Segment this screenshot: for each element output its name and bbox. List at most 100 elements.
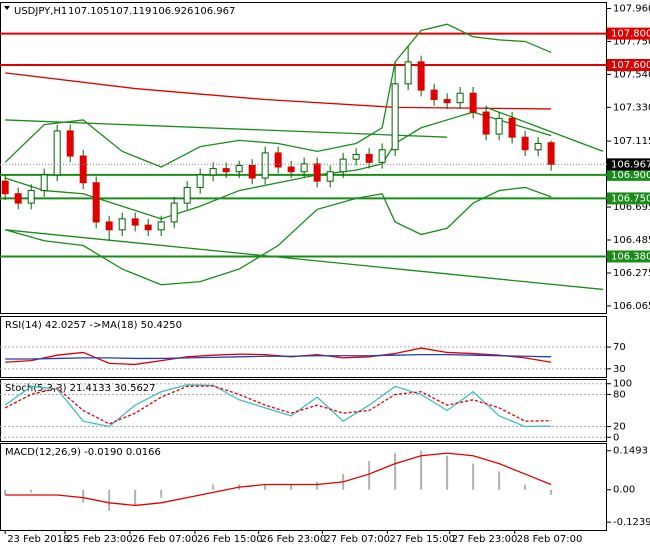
- candle-body: [248, 164, 256, 179]
- candle-body: [508, 117, 516, 138]
- indicator-line: [5, 119, 448, 138]
- panel-title: MACD(12,26,9) -0.0190 0.0166: [5, 447, 161, 458]
- quote-value: 107.119: [110, 6, 151, 17]
- menu-arrow: [4, 6, 10, 10]
- indicator-line: [4, 385, 552, 425]
- level-label: 106.900: [611, 170, 650, 181]
- y-tick-label: 107.750: [613, 36, 650, 47]
- candle-body: [482, 111, 490, 135]
- panel-title: USDJPY,H1: [14, 6, 67, 17]
- last-price-label: 106.967: [611, 159, 650, 170]
- y-tick-label: 106.485: [613, 235, 650, 246]
- level-label-box: [607, 59, 650, 71]
- y-tick-label: 106.065: [613, 301, 650, 312]
- x-tick-label: 25 Feb 23:00: [67, 534, 133, 545]
- y-tick-label: 80: [613, 389, 626, 400]
- level-label: 106.380: [611, 251, 650, 262]
- candle-body: [66, 130, 74, 157]
- x-tick-label: 27 Feb 15:00: [389, 534, 455, 545]
- level-label-box: [607, 192, 650, 205]
- indicator-line: [4, 384, 552, 428]
- y-tick-label: 107.115: [613, 136, 650, 147]
- candle-body: [118, 218, 126, 231]
- candle-body: [287, 166, 295, 173]
- candle-body: [196, 174, 204, 188]
- level-label: 106.750: [611, 193, 650, 204]
- candle-body: [40, 174, 48, 192]
- candle-body: [27, 190, 35, 204]
- y-tick-label: 0.1493: [613, 446, 648, 457]
- indicator-line: [4, 23, 552, 168]
- candle-body: [79, 155, 87, 184]
- level-label: 107.800: [611, 29, 650, 40]
- candle-body: [521, 136, 529, 151]
- x-tick-label: 26 Feb 15:00: [197, 534, 263, 545]
- indicator-line: [4, 111, 552, 220]
- indicator-line: [5, 229, 604, 291]
- candle-body: [274, 152, 282, 168]
- candle-body: [131, 218, 139, 226]
- macd-panel: [0, 443, 607, 531]
- y-tick-label: 70: [613, 342, 626, 353]
- y-tick-label: 107.330: [613, 102, 650, 113]
- last-price-box: [607, 158, 650, 171]
- candle-body: [391, 83, 399, 151]
- candle-body: [222, 168, 230, 173]
- main-panel: [0, 2, 607, 314]
- indicator-line: [5, 452, 552, 507]
- candle-body: [443, 99, 451, 104]
- candle-body: [326, 171, 334, 182]
- y-tick-label: 107.960: [613, 3, 650, 14]
- level-label-box: [607, 250, 650, 263]
- level-label: 107.600: [611, 60, 650, 71]
- candle-body: [183, 186, 191, 204]
- x-tick-label: 28 Feb 07:00: [517, 534, 583, 545]
- y-tick-label: 107.540: [613, 69, 650, 80]
- x-tick-label: 27 Feb 07:00: [324, 534, 390, 545]
- x-tick-label: 27 Feb 23:00: [452, 534, 518, 545]
- candle-body: [261, 152, 269, 179]
- candle-body: [534, 142, 542, 151]
- candle-body: [1, 180, 9, 195]
- panel-title: RSI(14) 42.0257 ->MA(18) 50.4250: [5, 320, 182, 331]
- y-tick-label: 106.695: [613, 202, 650, 213]
- y-tick-label: 100: [613, 379, 632, 390]
- candle-body: [339, 158, 347, 173]
- candle-body: [378, 149, 386, 163]
- candle-body: [417, 61, 425, 91]
- level-label-box: [607, 27, 650, 40]
- y-tick-label: 0: [613, 432, 619, 443]
- candle-body: [547, 142, 555, 165]
- y-tick-label: 106.275: [613, 268, 650, 279]
- candle-body: [144, 224, 152, 231]
- candle-body: [430, 89, 438, 101]
- candle-body: [105, 221, 113, 231]
- candle-body: [235, 164, 243, 173]
- indicator-line: [485, 106, 604, 152]
- candle-body: [53, 130, 61, 176]
- x-tick-label: 26 Feb 07:00: [132, 534, 198, 545]
- y-tick-label: 20: [613, 422, 626, 433]
- candle-body: [495, 117, 503, 135]
- candle-body: [170, 202, 178, 223]
- candle-body: [404, 61, 412, 85]
- indicator-line: [5, 353, 552, 360]
- candle-body: [209, 168, 217, 176]
- quote-value: 107.105: [68, 6, 109, 17]
- quote-value: 106.967: [194, 6, 235, 17]
- indicator-line: [5, 186, 552, 286]
- y-tick-label: -0.1239: [613, 517, 650, 528]
- candle-body: [300, 163, 308, 173]
- candle-body: [92, 182, 100, 223]
- x-tick-label: 23 Feb 2018: [7, 534, 69, 545]
- y-tick-label: 0.00: [613, 485, 635, 496]
- candle-body: [365, 153, 373, 163]
- candle-body: [456, 92, 464, 104]
- candle-body: [14, 193, 22, 204]
- candle-body: [469, 92, 477, 113]
- panel-title: Stoch(5,3,3) 21.4133 30.5627: [5, 383, 156, 394]
- stoch-panel: [0, 379, 607, 442]
- x-tick-label: 26 Feb 23:00: [261, 534, 327, 545]
